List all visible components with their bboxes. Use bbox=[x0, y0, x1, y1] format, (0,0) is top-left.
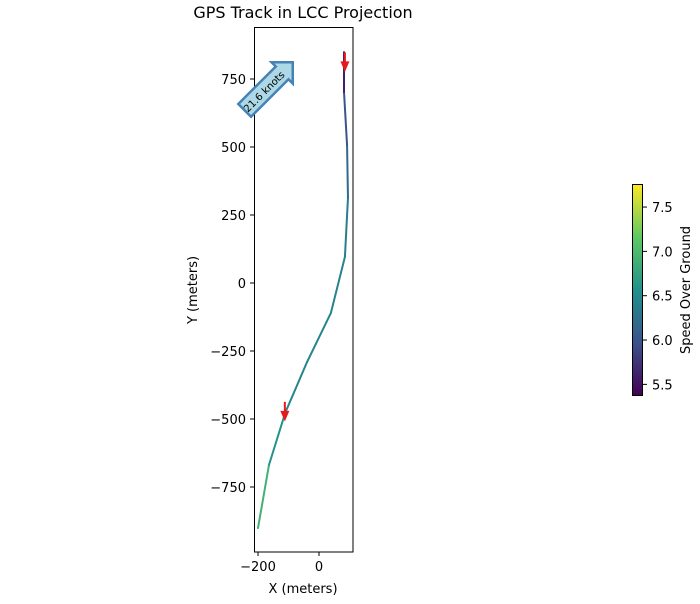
track-segment bbox=[329, 255, 346, 314]
colorbar bbox=[632, 184, 643, 396]
y-tick-label: 500 bbox=[221, 141, 246, 156]
y-tick-label: 0 bbox=[238, 277, 246, 292]
colorbar-label: Speed Over Ground bbox=[679, 226, 694, 354]
x-tick-label: 0 bbox=[315, 560, 323, 575]
colorbar-tick-label: 6.0 bbox=[652, 334, 673, 349]
track-segment bbox=[306, 311, 332, 363]
track-segment bbox=[267, 412, 287, 466]
track-segment bbox=[284, 360, 309, 415]
y-tick-label: 750 bbox=[221, 73, 246, 88]
y-tick-label: −250 bbox=[210, 345, 246, 360]
track-segment bbox=[346, 144, 349, 199]
colorbar-tick-label: 7.0 bbox=[652, 245, 673, 260]
y-tick-label: −500 bbox=[210, 413, 246, 428]
track-segment bbox=[257, 463, 270, 530]
colorbar-tick-label: 5.5 bbox=[652, 378, 673, 393]
track-segment bbox=[343, 91, 349, 147]
chart-title: GPS Track in LCC Projection bbox=[193, 3, 412, 22]
colorbar-tick-label: 6.5 bbox=[652, 290, 673, 305]
track-line bbox=[257, 51, 349, 530]
y-tick-label: 250 bbox=[221, 209, 246, 224]
x-tick-label: −200 bbox=[240, 560, 276, 575]
direction-arrow bbox=[340, 52, 350, 72]
annotation-arrow-box bbox=[236, 61, 294, 119]
direction-arrow bbox=[280, 401, 290, 422]
plot-frame bbox=[254, 27, 354, 553]
y-axis-label: Y (meters) bbox=[186, 256, 201, 325]
y-tick-label: −750 bbox=[210, 481, 246, 496]
x-axis-label: X (meters) bbox=[268, 582, 337, 597]
colorbar-tick-label: 7.5 bbox=[652, 201, 673, 216]
track-segment bbox=[343, 196, 349, 258]
